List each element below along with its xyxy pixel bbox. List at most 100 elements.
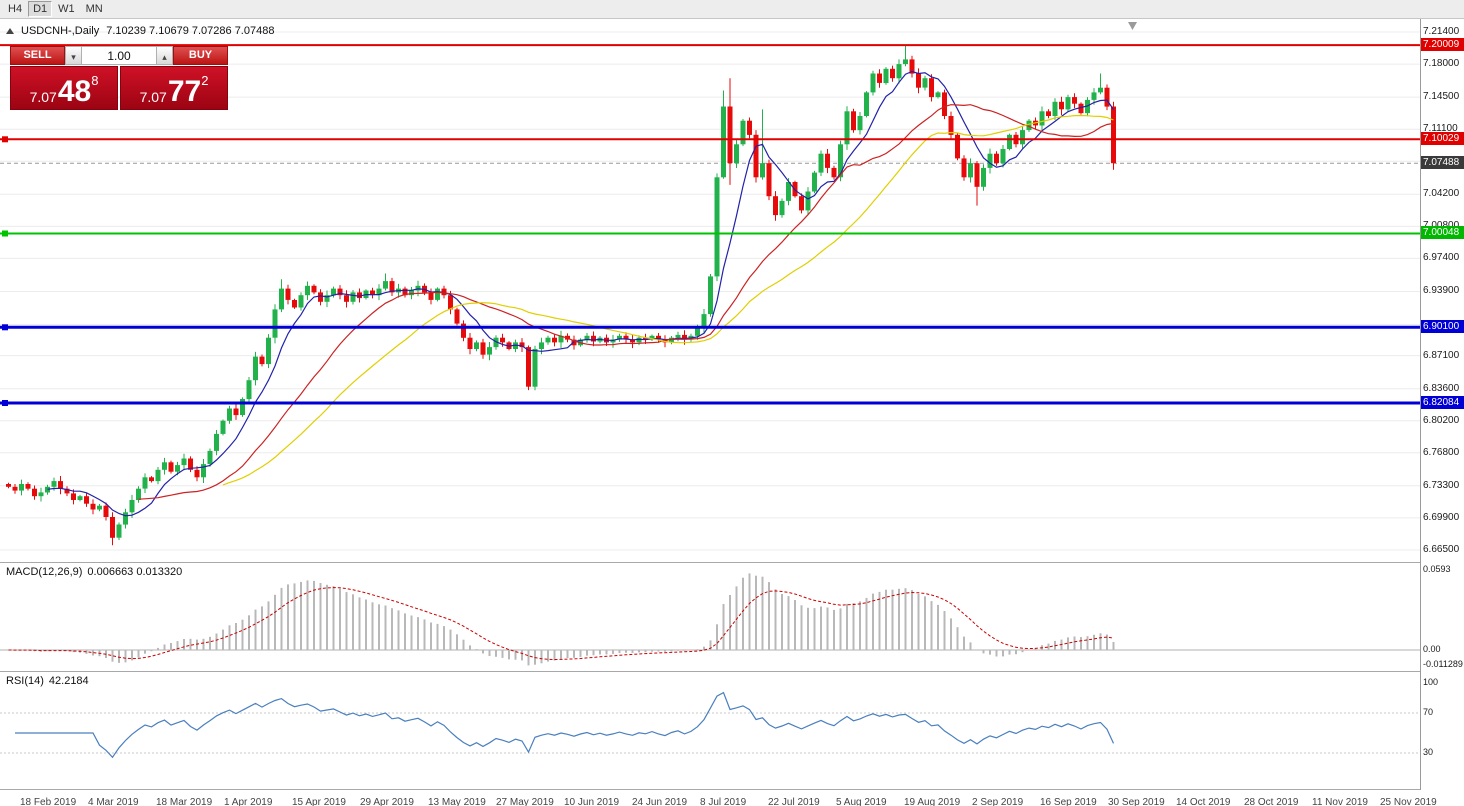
one-click-trading-panel: SELL ▾ ▴ BUY 7.07 48 8 7.07 77 2 xyxy=(10,46,228,110)
time-tick-label: 25 Nov 2019 xyxy=(1380,797,1437,806)
price-tick-label: 6.73300 xyxy=(1423,479,1460,491)
price-tick-label: 7.11100 xyxy=(1423,123,1458,135)
volume-increase-button[interactable]: ▴ xyxy=(156,46,173,65)
macd-signal-line xyxy=(8,587,1114,661)
time-tick-label: 19 Aug 2019 xyxy=(904,797,961,806)
indicator-tick-label: 70 xyxy=(1423,707,1434,717)
chart-symbol-period: USDCNH-,Daily xyxy=(21,25,100,37)
time-tick-label: 28 Oct 2019 xyxy=(1244,797,1299,806)
volume-input[interactable] xyxy=(82,46,156,65)
time-tick-label: 24 Jun 2019 xyxy=(632,797,688,806)
macd-name: MACD(12,26,9) xyxy=(6,566,83,578)
macd-values: 0.006663 0.013320 xyxy=(87,566,183,578)
time-tick-label: 29 Apr 2019 xyxy=(360,797,414,806)
price-badge-7.10029: 7.10029 xyxy=(1421,132,1464,146)
timeframe-button-w1[interactable]: W1 xyxy=(58,3,75,15)
buy-price-big: 77 xyxy=(167,75,202,109)
time-tick-label: 10 Jun 2019 xyxy=(564,797,620,806)
macd-histogram xyxy=(14,573,1115,666)
price-badge-7.07488: 7.07488 xyxy=(1421,156,1464,170)
buy-price-sup: 2 xyxy=(201,73,209,88)
sell-price-prefix: 7.07 xyxy=(29,88,57,105)
price-axis[interactable]: 7.21400 7.18000 7.14500 7.11100 7.04200 7.008… xyxy=(1420,19,1464,790)
sell-button[interactable]: SELL xyxy=(10,46,65,65)
sell-price-sup: 8 xyxy=(91,73,99,88)
price-badge-7.20009: 7.20009 xyxy=(1421,38,1464,52)
rsi-panel[interactable] xyxy=(0,672,1420,790)
chevron-up-icon: ▴ xyxy=(162,52,167,62)
chevron-down-icon: ▾ xyxy=(71,52,76,62)
sell-price-display[interactable]: 7.07 48 8 xyxy=(10,66,118,110)
line-handle[interactable] xyxy=(2,136,8,143)
time-tick-label: 8 Jul 2019 xyxy=(700,797,747,806)
time-tick-label: 2 Sep 2019 xyxy=(972,797,1024,806)
volume-decrease-button[interactable]: ▾ xyxy=(65,46,82,65)
buy-price-display[interactable]: 7.07 77 2 xyxy=(120,66,228,110)
rsi-value: 42.2184 xyxy=(48,675,89,687)
time-tick-label: 22 Jul 2019 xyxy=(768,797,820,806)
price-tick-label: 6.80200 xyxy=(1423,414,1460,426)
indicator-tick-label: -0.011289 xyxy=(1423,659,1463,669)
price-tick-label: 6.83600 xyxy=(1423,382,1460,394)
price-tick-label: 7.04200 xyxy=(1423,188,1460,200)
rsi-name: RSI(14) xyxy=(6,675,44,687)
time-tick-label: 16 Sep 2019 xyxy=(1040,797,1097,806)
chart-area: USDCNH-,Daily 7.10239 7.10679 7.07286 7.… xyxy=(0,19,1464,806)
panel-separator[interactable] xyxy=(0,562,1464,563)
time-tick-label: 5 Aug 2019 xyxy=(836,797,887,806)
buy-price-prefix: 7.07 xyxy=(139,88,167,105)
time-tick-label: 1 Apr 2019 xyxy=(224,797,273,806)
macd-panel[interactable] xyxy=(0,563,1420,672)
price-tick-label: 7.14500 xyxy=(1423,91,1460,103)
symbol-marker-icon xyxy=(6,28,14,34)
candles-layer xyxy=(6,44,1116,546)
price-tick-label: 6.87100 xyxy=(1423,349,1460,361)
buy-button[interactable]: BUY xyxy=(173,46,228,65)
indicator-tick-label: 0.0593 xyxy=(1423,564,1451,574)
timeframe-button-mn[interactable]: MN xyxy=(85,3,103,15)
indicator-tick-label: 30 xyxy=(1423,747,1434,757)
time-tick-label: 14 Oct 2019 xyxy=(1176,797,1231,806)
time-tick-label: 18 Feb 2019 xyxy=(20,797,77,806)
rsi-line xyxy=(15,691,1115,759)
timeframe-button-d1[interactable]: D1 xyxy=(28,1,53,17)
indicator-tick-label: 100 xyxy=(1423,677,1439,687)
time-tick-label: 27 May 2019 xyxy=(496,797,554,806)
rsi-label: RSI(14) 42.2184 xyxy=(6,675,94,687)
time-tick-label: 15 Apr 2019 xyxy=(292,797,346,806)
line-handle[interactable] xyxy=(2,400,8,406)
price-tick-label: 7.00800 xyxy=(1423,220,1459,231)
timeframe-toolbar: H4 D1 W1 MN xyxy=(0,0,1464,19)
time-axis[interactable]: 18 Feb 2019 4 Mar 2019 18 Mar 2019 1 Apr 20… xyxy=(0,790,1464,806)
chart-ohlc-values: 7.10239 7.10679 7.07286 7.07488 xyxy=(106,25,275,37)
time-tick-label: 18 Mar 2019 xyxy=(156,797,213,806)
line-handle[interactable] xyxy=(2,230,8,237)
grid-lines xyxy=(0,31,1420,551)
timeframe-button-h4[interactable]: H4 xyxy=(8,3,23,15)
time-tick-label: 4 Mar 2019 xyxy=(88,797,139,806)
price-tick-label: 6.69900 xyxy=(1423,511,1460,523)
panel-separator[interactable] xyxy=(0,671,1464,672)
line-handle[interactable] xyxy=(2,324,8,331)
time-tick-label: 30 Sep 2019 xyxy=(1108,797,1165,806)
time-tick-label: 13 May 2019 xyxy=(428,797,486,806)
price-badge-6.82084: 6.82084 xyxy=(1421,395,1464,409)
price-tick-label: 6.93900 xyxy=(1423,285,1460,297)
price-badge-6.90100: 6.90100 xyxy=(1421,320,1464,334)
panel-separator[interactable] xyxy=(0,789,1464,790)
price-badge-7.00048: 7.00048 xyxy=(1421,226,1464,240)
moving-average-lines xyxy=(47,70,1114,517)
chart-title: USDCNH-,Daily 7.10239 7.10679 7.07286 7.… xyxy=(6,25,274,37)
macd-label: MACD(12,26,9) 0.006663 0.013320 xyxy=(6,566,187,578)
indicator-tick-label: 0.00 xyxy=(1423,644,1441,654)
price-tick-label: 6.66500 xyxy=(1423,544,1460,555)
time-tick-label: 11 Nov 2019 xyxy=(1312,797,1368,806)
price-chart[interactable] xyxy=(0,19,1420,563)
price-tick-label: 6.97400 xyxy=(1423,252,1460,264)
chart-shift-marker-icon[interactable] xyxy=(1128,22,1137,30)
price-tick-label: 7.21400 xyxy=(1423,26,1460,37)
sell-price-big: 48 xyxy=(57,75,92,109)
price-tick-label: 7.18000 xyxy=(1423,58,1460,70)
price-tick-label: 6.76800 xyxy=(1423,446,1460,458)
